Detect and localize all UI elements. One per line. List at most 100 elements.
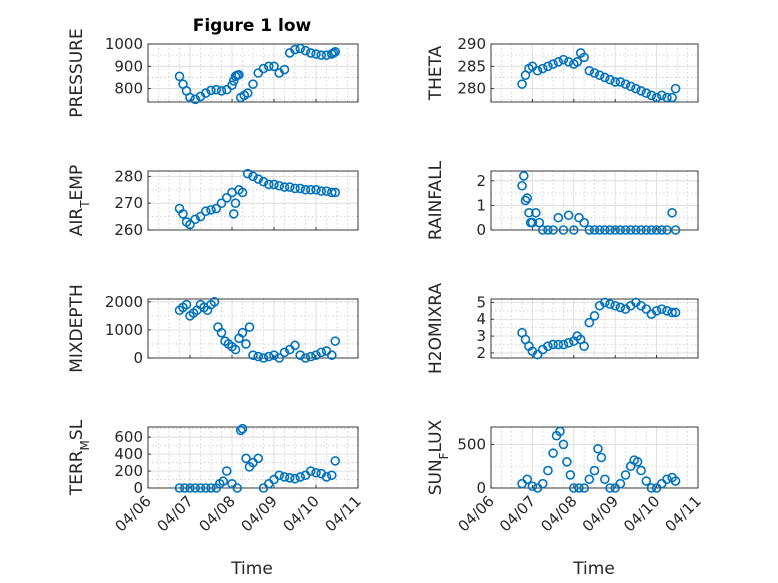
data-point (216, 327, 227, 338)
data-point (537, 225, 548, 235)
axes-frame (490, 170, 699, 231)
data-point (620, 470, 631, 480)
data-point (636, 465, 646, 476)
x-tick-label: 04/08 (537, 492, 580, 535)
y-axis-label: THETA (426, 45, 446, 101)
data-point (326, 350, 337, 360)
data-point (290, 183, 300, 194)
data-point (568, 483, 579, 493)
data-point (253, 174, 264, 184)
data-point (656, 225, 667, 235)
y-tick-label: 400 (114, 445, 143, 463)
y-tick-label: 2 (476, 172, 486, 190)
panel-air-temp: 260 270 280 AIRTEMP (67, 165, 359, 239)
y-tick-label: 1 (476, 196, 486, 214)
data-point (181, 299, 192, 310)
data-point (563, 338, 574, 348)
data-point (667, 207, 677, 218)
data-point (263, 351, 274, 362)
data-point (263, 179, 274, 190)
data-point (584, 474, 595, 485)
data-point (656, 90, 667, 101)
data-point (543, 341, 553, 352)
data-point (237, 327, 248, 338)
data-point (200, 483, 211, 493)
data-point (295, 43, 306, 54)
figure-title: Figure 1 low (193, 16, 312, 36)
x-axis-label-right: Time (572, 559, 615, 579)
y-tick-label: 280 (114, 167, 143, 185)
y-tick-label: 280 (457, 80, 486, 98)
data-point (258, 63, 269, 74)
data-point (300, 353, 311, 363)
data-point (620, 225, 631, 235)
data-point (620, 79, 631, 89)
data-point (221, 466, 232, 476)
data-point (600, 474, 610, 485)
data-point (651, 305, 662, 316)
y-tick-label: 5 (476, 293, 486, 311)
data-point (662, 474, 672, 485)
data-point (641, 476, 652, 486)
data-point (290, 473, 300, 484)
data-point (584, 225, 595, 235)
data-point (232, 483, 243, 493)
y-axis-label: TERRMSL (67, 419, 92, 496)
data-point (636, 225, 646, 235)
data-point (584, 65, 595, 76)
data-point (594, 70, 605, 81)
data-point (584, 317, 595, 328)
data-point (274, 180, 285, 191)
x-axis-label-left: Time (230, 559, 273, 579)
data-point (641, 304, 652, 314)
data-point (667, 92, 677, 103)
data-point (290, 340, 300, 351)
data-point (594, 225, 605, 235)
data-point (230, 198, 241, 208)
data-point (269, 61, 279, 72)
data-point (221, 193, 232, 203)
x-tick-label: 04/09 (579, 492, 622, 535)
x-tick-label: 04/10 (280, 492, 323, 535)
data-point (279, 347, 290, 358)
y-axis-label: MIXDEPTH (67, 284, 87, 373)
data-point (605, 74, 615, 85)
data-point (330, 187, 341, 198)
data-point (305, 48, 316, 58)
y-tick-label: 0 (133, 479, 143, 497)
axes-frame (490, 426, 699, 489)
data-point (527, 217, 538, 228)
data-point (574, 483, 584, 493)
panel-sun-flux: 0 500 SUNFLUX04/0604/0704/0804/0904/1004/1… (426, 419, 705, 535)
data-point (600, 297, 610, 308)
data-point (316, 50, 327, 60)
y-tick-label: 800 (114, 80, 143, 98)
data-point (253, 351, 264, 362)
data-point (610, 77, 621, 87)
data-point (600, 225, 610, 235)
data-point (605, 225, 615, 235)
data-point (228, 209, 239, 219)
data-point (211, 203, 222, 214)
axes-frame (147, 170, 359, 231)
data-point (518, 171, 529, 181)
y-tick-label: 0 (476, 221, 486, 239)
y-tick-label: 290 (457, 35, 486, 53)
data-point (631, 225, 641, 235)
x-tick-label: 04/08 (196, 492, 239, 535)
data-point (185, 92, 195, 103)
y-axis-label: SUNFLUX (426, 419, 451, 495)
axes-frame (147, 426, 359, 489)
data-point (553, 212, 564, 223)
data-point (258, 176, 269, 187)
panel-mixdepth: 0 1000 2000 MIXDEPTH (67, 284, 359, 373)
y-axis-label: H2OMIXRA (426, 283, 446, 374)
data-point (311, 467, 321, 478)
data-point (242, 168, 253, 179)
data-point (290, 44, 300, 55)
y-axis-label: PRESSURE (67, 28, 87, 117)
data-point (636, 86, 646, 96)
data-point (305, 466, 316, 476)
